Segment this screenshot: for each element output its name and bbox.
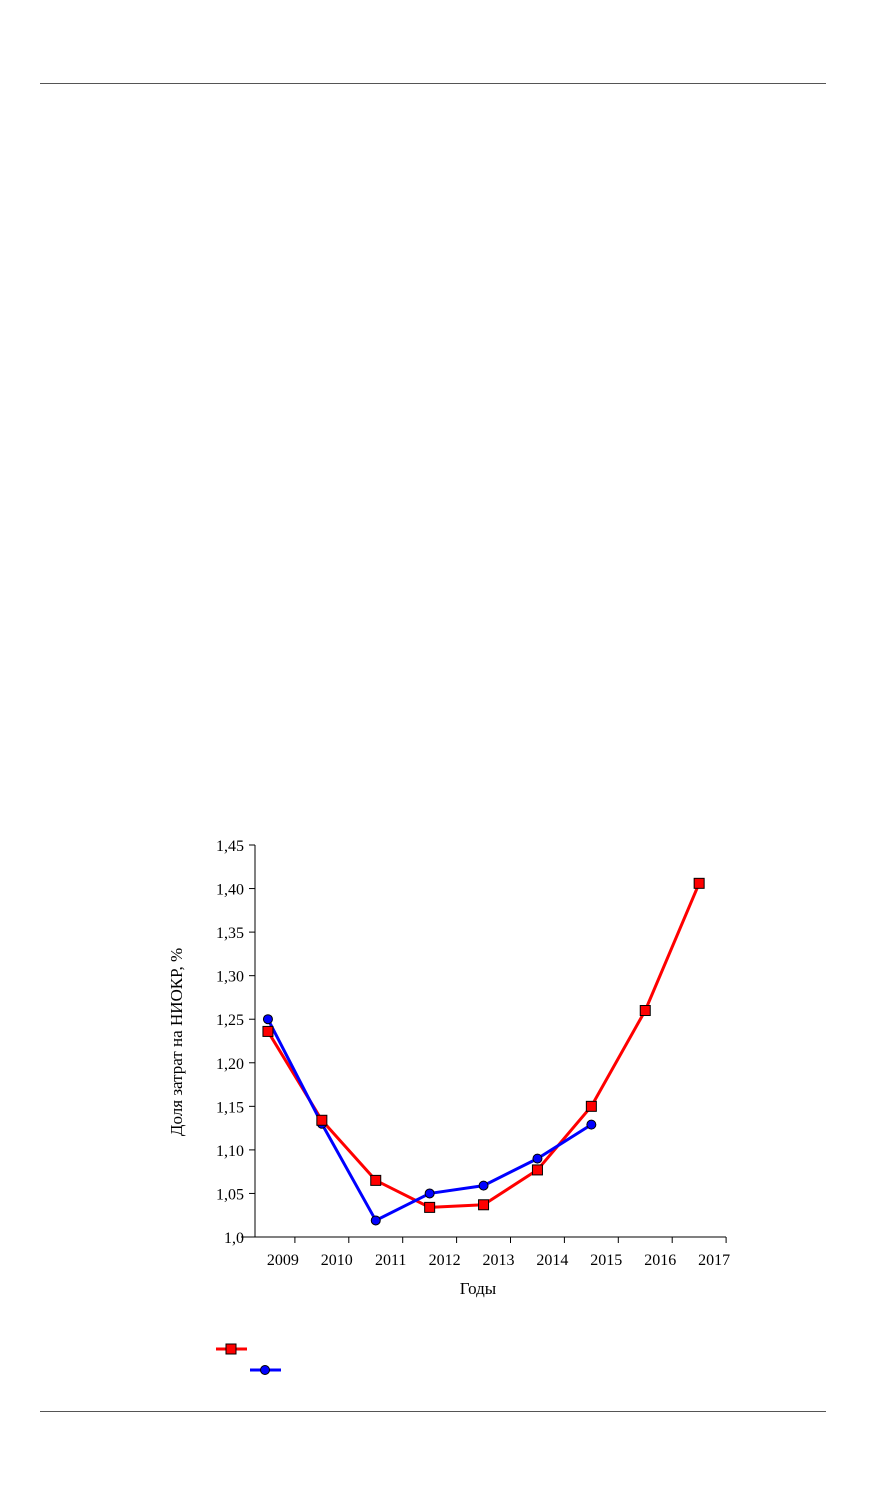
x-tick-label: 2014	[536, 1252, 568, 1269]
y-axis: 1,0 1,05 1,10 1,15 1,20 1,25 1,30 1,35 1,40 1,45	[216, 838, 256, 1247]
header-rule	[40, 83, 826, 84]
x-tick-label: 2010	[321, 1252, 353, 1269]
y-tick-label: 1,35	[216, 925, 244, 942]
x-tick-label: 2015	[590, 1252, 622, 1269]
y-tick-label: 1,45	[216, 838, 244, 855]
series-2-point	[532, 1153, 543, 1164]
series-1-point	[262, 1025, 274, 1037]
y-tick-label: 1,40	[216, 882, 244, 899]
y-tick-label: 1,0	[224, 1230, 244, 1247]
series-2-point	[262, 1014, 273, 1025]
y-tick-label: 1,15	[216, 1099, 244, 1116]
series-2-point	[586, 1119, 597, 1130]
series-1-point	[531, 1164, 543, 1176]
y-tick-label: 1,20	[216, 1056, 244, 1073]
legend	[216, 1343, 281, 1375]
x-axis-title: Годы	[460, 1279, 497, 1298]
y-tick-label: 1,30	[216, 969, 244, 986]
x-tick-label: 2016	[644, 1252, 676, 1269]
series-1-point	[478, 1199, 490, 1211]
x-tick-label: 2017	[698, 1252, 730, 1269]
x-tick-label: 2009	[267, 1252, 299, 1269]
series-1-point	[693, 877, 705, 889]
x-axis: 2009 2010 2011 2012 2013 2014 2015 2016 2017	[241, 1236, 730, 1269]
x-tick-label: 2012	[429, 1252, 461, 1269]
y-tick-label: 1,10	[216, 1143, 244, 1160]
legend-marker-2	[260, 1365, 270, 1375]
series-1-point	[424, 1201, 436, 1213]
x-tick-label: 2013	[483, 1252, 515, 1269]
series-1-point	[370, 1174, 382, 1186]
series-2-point	[370, 1215, 381, 1226]
series-markers	[262, 877, 705, 1226]
series-1-point	[316, 1114, 328, 1126]
legend-marker-1	[225, 1343, 237, 1355]
footer-rule	[40, 1411, 826, 1412]
series-1-point	[639, 1005, 651, 1017]
series-2-point	[424, 1188, 435, 1199]
series-1-line	[266, 882, 701, 1209]
y-tick-label: 1,05	[216, 1186, 244, 1203]
series-lines	[266, 882, 701, 1222]
y-tick-label: 1,25	[216, 1012, 244, 1029]
series-1-point	[585, 1100, 597, 1112]
x-tick-label: 2011	[375, 1252, 406, 1269]
series-2-point	[478, 1180, 489, 1191]
y-axis-title: Доля затрат на НИОКР, %	[167, 948, 186, 1136]
